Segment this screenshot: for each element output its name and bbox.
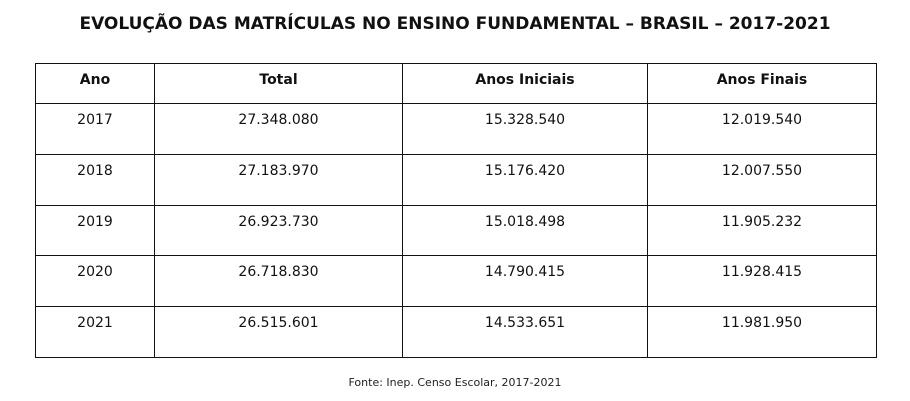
- cell-ano: 2021: [35, 306, 155, 358]
- cell-ano: 2019: [35, 204, 155, 257]
- cell-anos-finais: 11.981.950: [647, 306, 877, 358]
- cell-anos-iniciais: 14.533.651: [402, 306, 648, 358]
- cell-total: 26.515.601: [154, 306, 403, 358]
- table-title: EVOLUÇÃO DAS MATRÍCULAS NO ENSINO FUNDAM…: [79, 14, 831, 34]
- enrollment-table: Ano Total Anos Iniciais Anos Finais 2017…: [35, 63, 877, 358]
- table-row: 2017 27.348.080 15.328.540 12.019.540: [35, 103, 877, 155]
- cell-ano: 2018: [35, 153, 155, 206]
- cell-anos-iniciais: 14.790.415: [402, 255, 648, 308]
- table-row: 2019 26.923.730 15.018.498 11.905.232: [35, 204, 877, 257]
- cell-anos-iniciais: 15.328.540: [402, 103, 648, 155]
- cell-anos-finais: 11.928.415: [647, 255, 877, 308]
- table-row: 2020 26.718.830 14.790.415 11.928.415: [35, 255, 877, 308]
- cell-ano: 2017: [35, 103, 155, 155]
- cell-anos-finais: 12.019.540: [647, 103, 877, 155]
- table-row: 2018 27.183.970 15.176.420 12.007.550: [35, 153, 877, 206]
- cell-anos-finais: 12.007.550: [647, 153, 877, 206]
- header-ano: Ano: [35, 63, 155, 104]
- cell-total: 26.718.830: [154, 255, 403, 308]
- header-total: Total: [154, 63, 403, 104]
- cell-anos-finais: 11.905.232: [647, 204, 877, 257]
- cell-total: 27.183.970: [154, 153, 403, 206]
- header-anos-iniciais: Anos Iniciais: [402, 63, 648, 104]
- cell-anos-iniciais: 15.018.498: [402, 204, 648, 257]
- cell-total: 27.348.080: [154, 103, 403, 155]
- cell-ano: 2020: [35, 255, 155, 308]
- cell-anos-iniciais: 15.176.420: [402, 153, 648, 206]
- table-row: 2021 26.515.601 14.533.651 11.981.950: [35, 306, 877, 358]
- header-anos-finais: Anos Finais: [647, 63, 877, 104]
- cell-total: 26.923.730: [154, 204, 403, 257]
- header-row: Ano Total Anos Iniciais Anos Finais: [35, 63, 877, 104]
- source-note: Fonte: Inep. Censo Escolar, 2017-2021: [348, 376, 562, 389]
